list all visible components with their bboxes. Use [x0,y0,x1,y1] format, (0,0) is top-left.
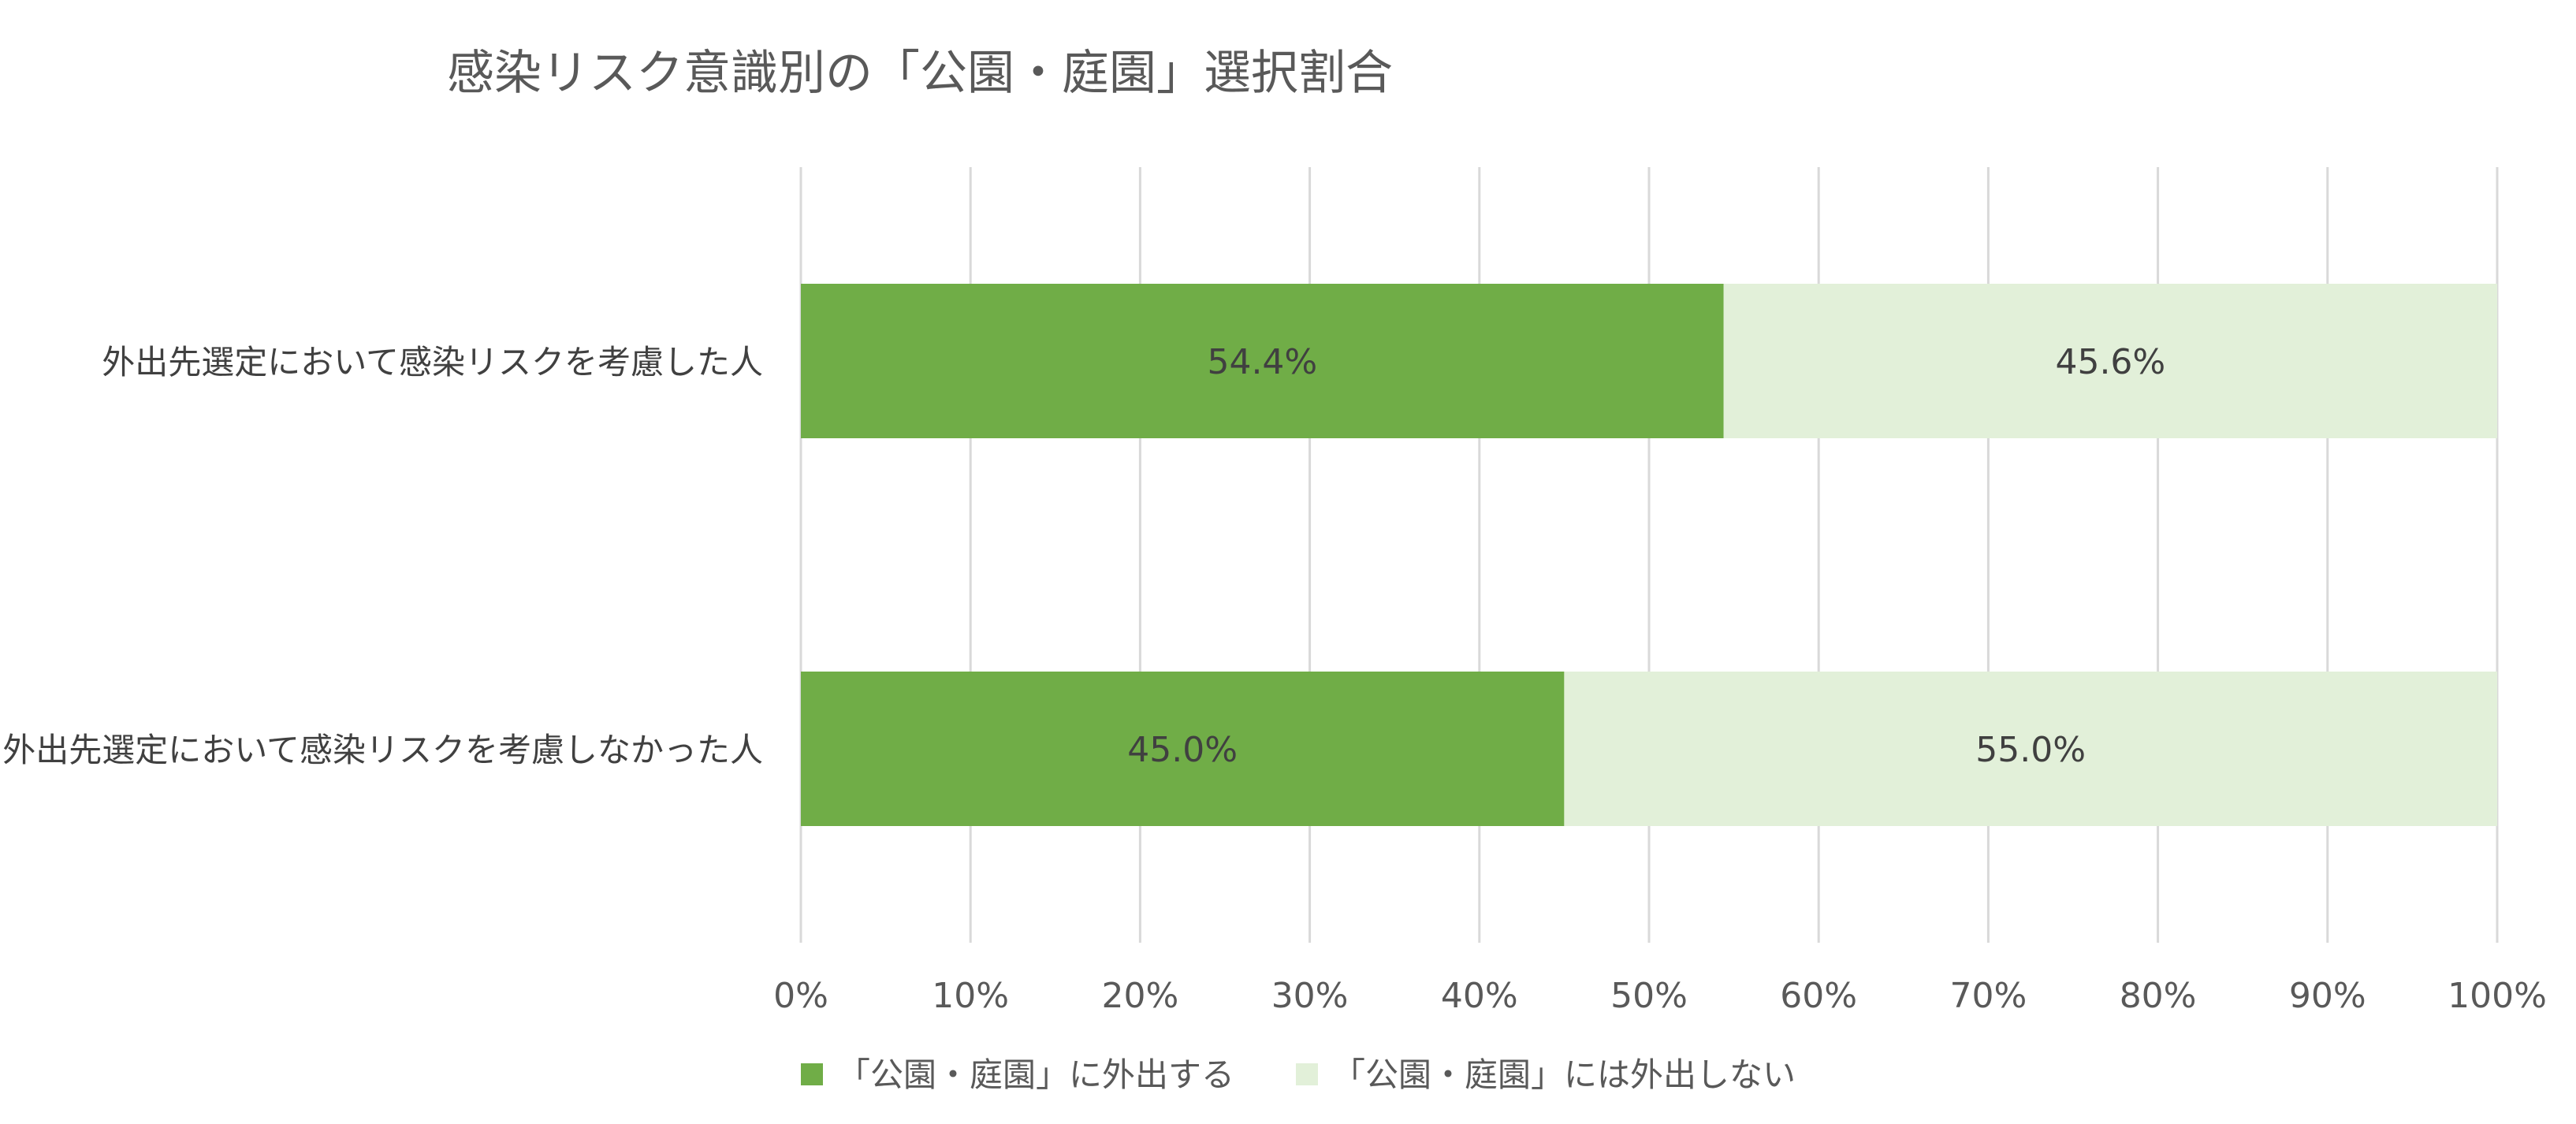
bar-segment [1564,672,2497,826]
x-tick-label: 20% [1102,976,1179,1016]
category-labels: 外出先選定において感染リスクを考慮した人外出先選定において感染リスクを考慮しなか… [2,343,763,769]
data-labels: 54.4% 45.6% 45.0% 55.0% [1127,342,2165,770]
data-label: 55.0% [1975,730,2086,770]
data-label: 45.6% [2055,342,2165,382]
chart-title: 感染リスク意識別の「公園・庭園」選択割合 [447,46,1393,101]
bar-segment [801,672,1565,826]
data-label: 54.4% [1207,342,1317,382]
bar-segment [801,284,1724,438]
legend-swatch [1296,1063,1318,1085]
x-tick-label: 0% [773,976,828,1016]
legend-label: 「公園・庭園」には外出しない [1332,1055,1796,1094]
bar-segment [1723,284,2497,438]
x-tick-label: 80% [2120,976,2197,1016]
gridlines [799,167,2499,943]
x-tick-label: 90% [2289,976,2366,1016]
legend: 「公園・庭園」に外出する 「公園・庭園」には外出しない [801,1055,1796,1094]
x-tick-label: 60% [1780,976,1857,1016]
x-tick-label: 50% [1610,976,1688,1016]
x-tick-labels: 0% 10% 20% 30% 40% 50% 60% 70% 80% 90% 100% [773,976,2547,1016]
legend-label: 「公園・庭園」に外出する [837,1055,1234,1094]
x-tick-label: 30% [1271,976,1349,1016]
bars [801,284,2497,826]
x-tick-label: 100% [2448,976,2547,1016]
category-label: 外出先選定において感染リスクを考慮した人 [102,343,763,381]
data-label: 45.0% [1127,730,1238,770]
x-tick-label: 40% [1441,976,1518,1016]
category-label: 外出先選定において感染リスクを考慮しなかった人 [2,731,763,769]
x-tick-label: 10% [932,976,1009,1016]
x-tick-label: 70% [1950,976,2027,1016]
legend-swatch [801,1063,823,1085]
